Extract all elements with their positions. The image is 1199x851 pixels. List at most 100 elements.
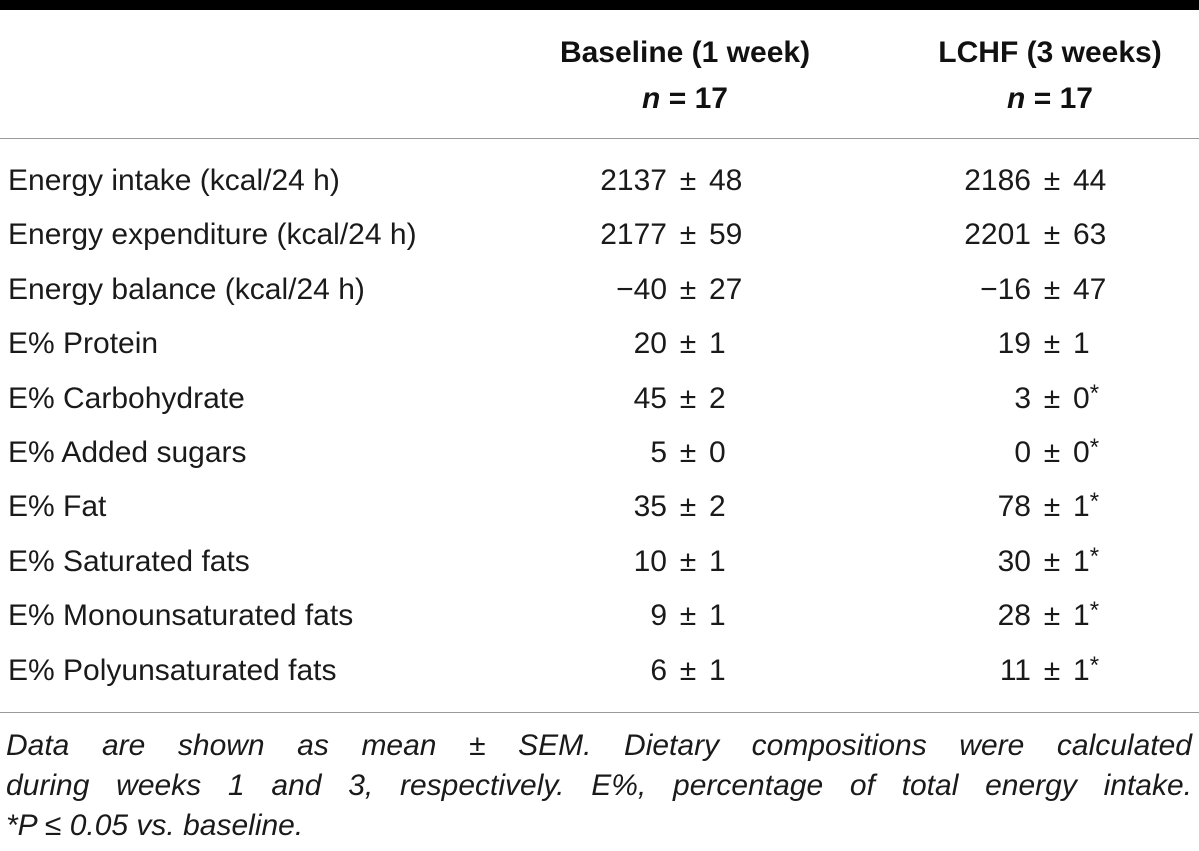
lchf-value-cell: 11 ±1*	[920, 644, 1180, 698]
plus-minus-sign: ±	[679, 164, 697, 197]
table-row: E% Protein 20 ±1 19 ±1	[0, 317, 1199, 371]
plus-minus-sign: ±	[679, 654, 697, 687]
lchf-value-cell: 78 ±1*	[920, 480, 1180, 534]
mean-value: 5	[650, 436, 667, 469]
sem-value: 1	[1073, 599, 1090, 632]
sem-value: 1	[1073, 327, 1090, 360]
significance-mark: *	[1089, 652, 1100, 679]
significance-mark: *	[1089, 434, 1100, 461]
mean-value: 2186	[964, 164, 1031, 197]
row-label: E% Protein	[8, 327, 159, 360]
n-symbol: n	[642, 82, 661, 115]
plus-minus-sign: ±	[1043, 490, 1061, 523]
sem-value: 2	[709, 382, 726, 415]
row-label: E% Monounsaturated fats	[8, 599, 354, 632]
lchf-value-cell: 0 ±0*	[920, 426, 1180, 480]
table-row: E% Monounsaturated fats 9 ±1 28 ±1*	[0, 589, 1199, 643]
plus-minus-sign: ±	[679, 599, 697, 632]
mean-value: 35	[633, 490, 667, 523]
plus-minus-sign: ±	[1043, 273, 1061, 306]
plus-minus-sign: ±	[1043, 436, 1061, 469]
row-label: Energy expenditure (kcal/24 h)	[8, 218, 417, 251]
sem-value: 1	[709, 654, 726, 687]
column-header-lchf: LCHF (3 weeks) n = 17	[900, 34, 1199, 118]
plus-minus-sign: ±	[679, 382, 697, 415]
sem-value: 63	[1073, 218, 1107, 251]
top-rule	[0, 0, 1199, 10]
plus-minus-sign: ±	[1043, 327, 1061, 360]
mean-value: 78	[997, 490, 1031, 523]
table-row: E% Polyunsaturated fats 6 ±1 11 ±1*	[0, 644, 1199, 698]
plus-minus-sign: ±	[1043, 382, 1061, 415]
significance-mark: *	[1089, 597, 1100, 624]
mean-value: 6	[650, 654, 667, 687]
mean-value: 2177	[600, 218, 667, 251]
baseline-value-cell: 45 ±2	[560, 372, 800, 426]
baseline-value-cell: 6 ±1	[560, 644, 800, 698]
row-label: E% Polyunsaturated fats	[8, 654, 337, 687]
baseline-value-cell: 10 ±1	[560, 535, 800, 589]
row-label: E% Saturated fats	[8, 545, 250, 578]
sem-value: 0	[709, 436, 726, 469]
lchf-value-cell: 30 ±1*	[920, 535, 1180, 589]
sem-value: 27	[709, 273, 743, 306]
plus-minus-sign: ±	[1043, 599, 1061, 632]
mean-value: 10	[633, 545, 667, 578]
mean-value: 2137	[600, 164, 667, 197]
sem-value: 44	[1073, 164, 1107, 197]
plus-minus-sign: ±	[679, 490, 697, 523]
n-value: = 17	[1033, 82, 1093, 115]
baseline-value-cell: 5 ±0	[560, 426, 800, 480]
footnote-line: Data are shown as mean ± SEM. Dietary co…	[6, 729, 1192, 762]
mean-value: 3	[1014, 382, 1031, 415]
baseline-value-cell: 20 ±1	[560, 317, 800, 371]
row-label: Energy intake (kcal/24 h)	[8, 164, 340, 197]
mean-value: −16	[980, 273, 1031, 306]
table-bottom-divider	[0, 712, 1199, 713]
table-row: E% Fat 35 ±2 78 ±1*	[0, 480, 1199, 534]
table-row: E% Saturated fats 10 ±1 30 ±1*	[0, 535, 1199, 589]
significance-mark: *	[1089, 488, 1100, 515]
baseline-value-cell: 2177 ±59	[560, 208, 800, 262]
plus-minus-sign: ±	[679, 218, 697, 251]
significance-mark: *	[1089, 380, 1100, 407]
baseline-value-cell: −40 ±27	[560, 263, 800, 317]
sem-value: 48	[709, 164, 743, 197]
row-label: Energy balance (kcal/24 h)	[8, 273, 365, 306]
column-title-baseline: Baseline (1 week)	[559, 36, 811, 69]
sem-value: 1	[709, 327, 726, 360]
lchf-value-cell: 3 ±0*	[920, 372, 1180, 426]
plus-minus-sign: ±	[679, 436, 697, 469]
mean-value: −40	[616, 273, 667, 306]
baseline-value-cell: 2137 ±48	[560, 154, 800, 208]
plus-minus-sign: ±	[1043, 545, 1061, 578]
mean-value: 9	[650, 599, 667, 632]
mean-value: 2201	[964, 218, 1031, 251]
significance-mark: *	[1089, 543, 1100, 570]
sem-value: 1	[1073, 654, 1090, 687]
plus-minus-sign: ±	[679, 273, 697, 306]
table-row: Energy balance (kcal/24 h) −40 ±27 −16 ±47	[0, 263, 1199, 317]
table-row: E% Carbohydrate 45 ±2 3 ±0*	[0, 372, 1199, 426]
column-n-lchf: n = 17	[900, 80, 1199, 118]
footnote-line: during weeks 1 and 3, respectively. E%, …	[6, 769, 1192, 802]
baseline-value-cell: 9 ±1	[560, 589, 800, 643]
mean-value: 11	[999, 654, 1031, 687]
row-label: E% Added sugars	[8, 436, 247, 469]
n-symbol: n	[1007, 82, 1026, 115]
table-row: E% Added sugars 5 ±0 0 ±0*	[0, 426, 1199, 480]
baseline-value-cell: 35 ±2	[560, 480, 800, 534]
n-value: = 17	[668, 82, 728, 115]
sem-value: 1	[1073, 490, 1090, 523]
row-label: E% Carbohydrate	[8, 382, 245, 415]
plus-minus-sign: ±	[1043, 164, 1061, 197]
mean-value: 0	[1014, 436, 1031, 469]
lchf-value-cell: 19 ±1	[920, 317, 1180, 371]
sem-value: 1	[709, 599, 726, 632]
column-title-lchf: LCHF (3 weeks)	[938, 36, 1162, 69]
row-label: E% Fat	[8, 490, 107, 523]
sem-value: 59	[709, 218, 743, 251]
lchf-value-cell: 2201 ±63	[920, 208, 1180, 262]
sem-value: 0	[1073, 382, 1090, 415]
sem-value: 1	[709, 545, 726, 578]
